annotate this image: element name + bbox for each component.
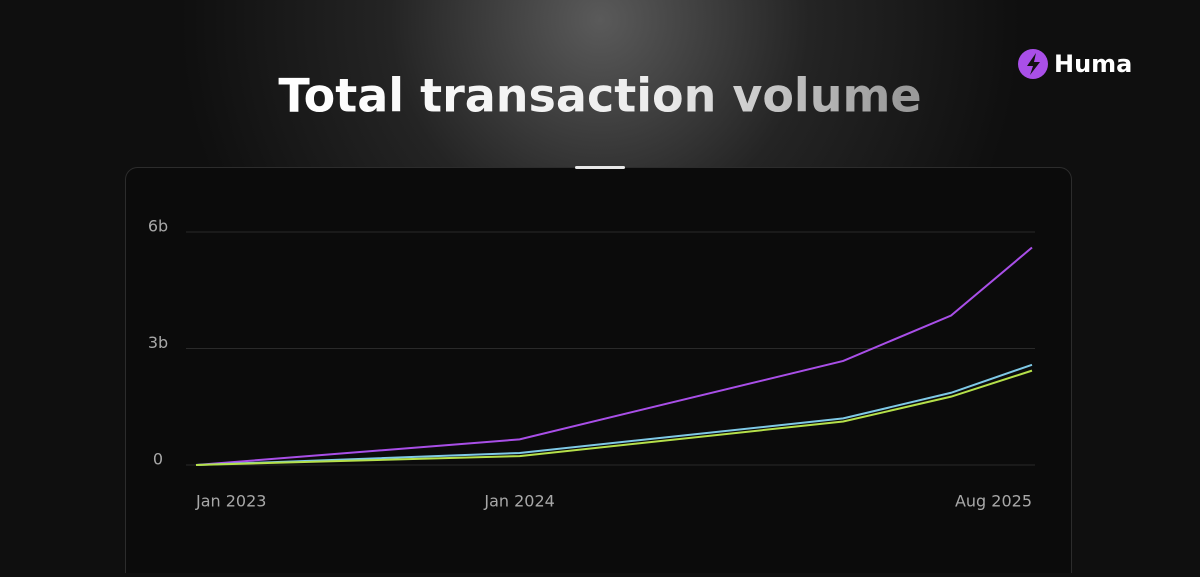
chart-title: Total transaction volume xyxy=(278,69,921,123)
y-tick-label: 3b xyxy=(148,333,168,352)
x-tick-label: Aug 2025 xyxy=(955,492,1032,511)
y-tick-label: 6b xyxy=(148,217,168,236)
y-tick-label: 0 xyxy=(153,450,163,469)
logo-bolt xyxy=(1027,53,1040,75)
series-line xyxy=(195,369,1033,466)
x-tick-label: Jan 2024 xyxy=(483,492,554,511)
x-tick-label: Jan 2023 xyxy=(195,492,266,511)
series-line xyxy=(195,363,1033,466)
panel-highlight xyxy=(575,166,625,169)
series-line xyxy=(195,246,1033,466)
brand: Huma xyxy=(1054,50,1132,78)
plot: 0 3b 6b Jan 2023 Jan 2024 Aug 2025 xyxy=(148,217,1035,511)
chart-panel xyxy=(125,167,1072,577)
